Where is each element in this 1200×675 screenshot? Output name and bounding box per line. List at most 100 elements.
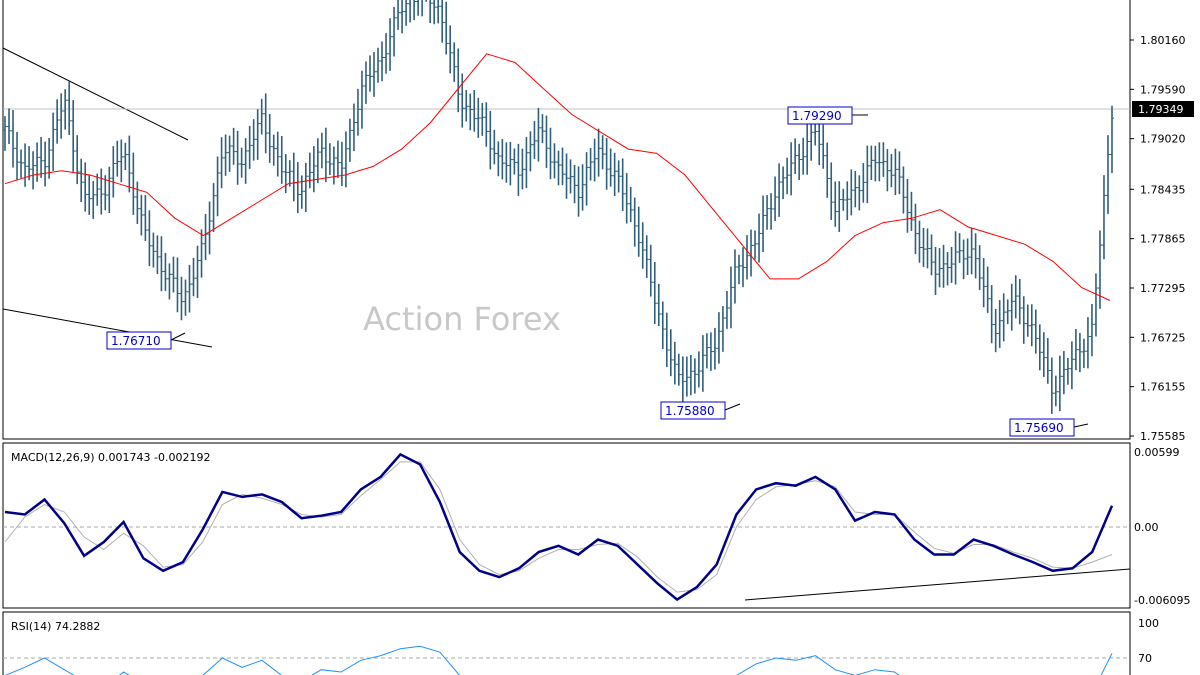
price-bar — [143, 194, 148, 241]
price-bar — [829, 162, 834, 221]
price-bar — [43, 141, 48, 187]
price-bar — [949, 246, 954, 283]
macd-line — [4, 452, 1114, 602]
price-bar — [1053, 375, 1058, 407]
price-bar — [311, 146, 316, 193]
price-bar — [135, 181, 140, 224]
price-bar — [720, 306, 725, 352]
price-bar — [1001, 293, 1006, 342]
price-bar — [592, 138, 597, 182]
price-bar — [429, 0, 433, 24]
price-bar — [893, 148, 898, 196]
price-bar — [335, 140, 340, 178]
price-bar — [19, 149, 24, 179]
price-bar — [67, 81, 72, 136]
price-bar — [1033, 309, 1038, 354]
price-bar — [961, 239, 966, 280]
price-bar — [207, 201, 212, 255]
price-bar — [536, 107, 541, 162]
price-bar — [131, 152, 136, 215]
price-bar — [1009, 283, 1014, 331]
price-bar — [307, 152, 312, 189]
price-bar — [749, 229, 754, 277]
price-bar — [1065, 357, 1070, 385]
price-bar — [789, 142, 794, 196]
price-annotation: 1.76710 — [106, 331, 186, 350]
price-bar — [460, 73, 465, 128]
price-annotation: 1.79290 — [787, 106, 868, 125]
price-bar — [785, 157, 790, 195]
price-bar — [849, 169, 854, 216]
price-bar — [841, 188, 846, 211]
price-bar — [644, 235, 649, 278]
price-bar — [223, 134, 228, 176]
price-bar — [676, 353, 681, 386]
price-bar — [845, 181, 850, 221]
price-bar — [1017, 278, 1022, 325]
price-bar — [724, 291, 729, 329]
price-bar — [684, 356, 689, 397]
y-tick-label: 1.75585 — [1140, 430, 1186, 443]
price-bar — [833, 181, 838, 227]
price-bar — [421, 0, 423, 17]
rsi-line — [4, 645, 1113, 675]
price-bar — [560, 147, 565, 186]
price-bar — [255, 109, 260, 160]
rsi-panel-frame — [2, 611, 1131, 675]
price-bar — [716, 312, 721, 364]
price-bar — [444, 1, 449, 55]
price-bar — [1077, 333, 1082, 373]
price-bar — [620, 158, 625, 212]
price-annotation: 1.75880 — [660, 401, 741, 420]
price-bar — [448, 25, 453, 74]
macd-trendline — [744, 568, 1131, 601]
price-bar — [572, 164, 577, 204]
macd-tick-label: -0.006095 — [1134, 594, 1190, 607]
price-bar — [973, 233, 978, 279]
price-bar — [392, 6, 397, 57]
price-bar — [777, 163, 782, 217]
price-bar — [496, 141, 501, 177]
macd-signal-line — [4, 461, 1113, 593]
price-bar — [259, 98, 264, 135]
price-bar — [408, 0, 411, 23]
price-bar — [267, 113, 272, 163]
price-bar — [540, 114, 545, 144]
price-bar — [600, 135, 605, 170]
price-bar — [953, 231, 958, 285]
price-bar — [941, 244, 946, 288]
price-bar — [396, 0, 401, 30]
price-bar — [997, 300, 1002, 348]
price-bar — [672, 341, 677, 385]
price-bar — [291, 152, 296, 202]
price-bar — [1101, 175, 1106, 260]
price-panel: Action Forex 1.76710 1.75880 1.79290 1.7569… — [2, 0, 1194, 443]
price-bar — [1105, 135, 1110, 215]
price-bar — [753, 230, 758, 260]
price-bar — [508, 141, 513, 186]
price-bar — [929, 234, 934, 276]
price-bar — [239, 147, 244, 178]
price-bar — [247, 125, 252, 169]
price-bar — [432, 0, 437, 25]
price-bar — [359, 70, 364, 129]
price-bar — [167, 263, 172, 300]
price-bar — [504, 142, 509, 183]
y-tick-label: 1.80160 — [1140, 34, 1186, 47]
price-bar — [99, 168, 104, 215]
price-bar — [528, 131, 533, 172]
price-bar — [668, 329, 673, 377]
price-bar — [969, 228, 974, 275]
price-bar — [564, 153, 569, 199]
y-tick-label: 1.78435 — [1140, 183, 1186, 196]
price-bar — [327, 143, 332, 175]
price-bar — [728, 266, 733, 329]
price-bar — [869, 145, 874, 181]
price-bar — [119, 139, 124, 183]
price-bar — [155, 235, 160, 274]
price-bar — [1073, 328, 1078, 371]
price-bar — [877, 142, 882, 182]
rsi-panel: RSI(14) 74.2882 100 70 — [2, 611, 1159, 675]
price-bar — [765, 195, 770, 230]
